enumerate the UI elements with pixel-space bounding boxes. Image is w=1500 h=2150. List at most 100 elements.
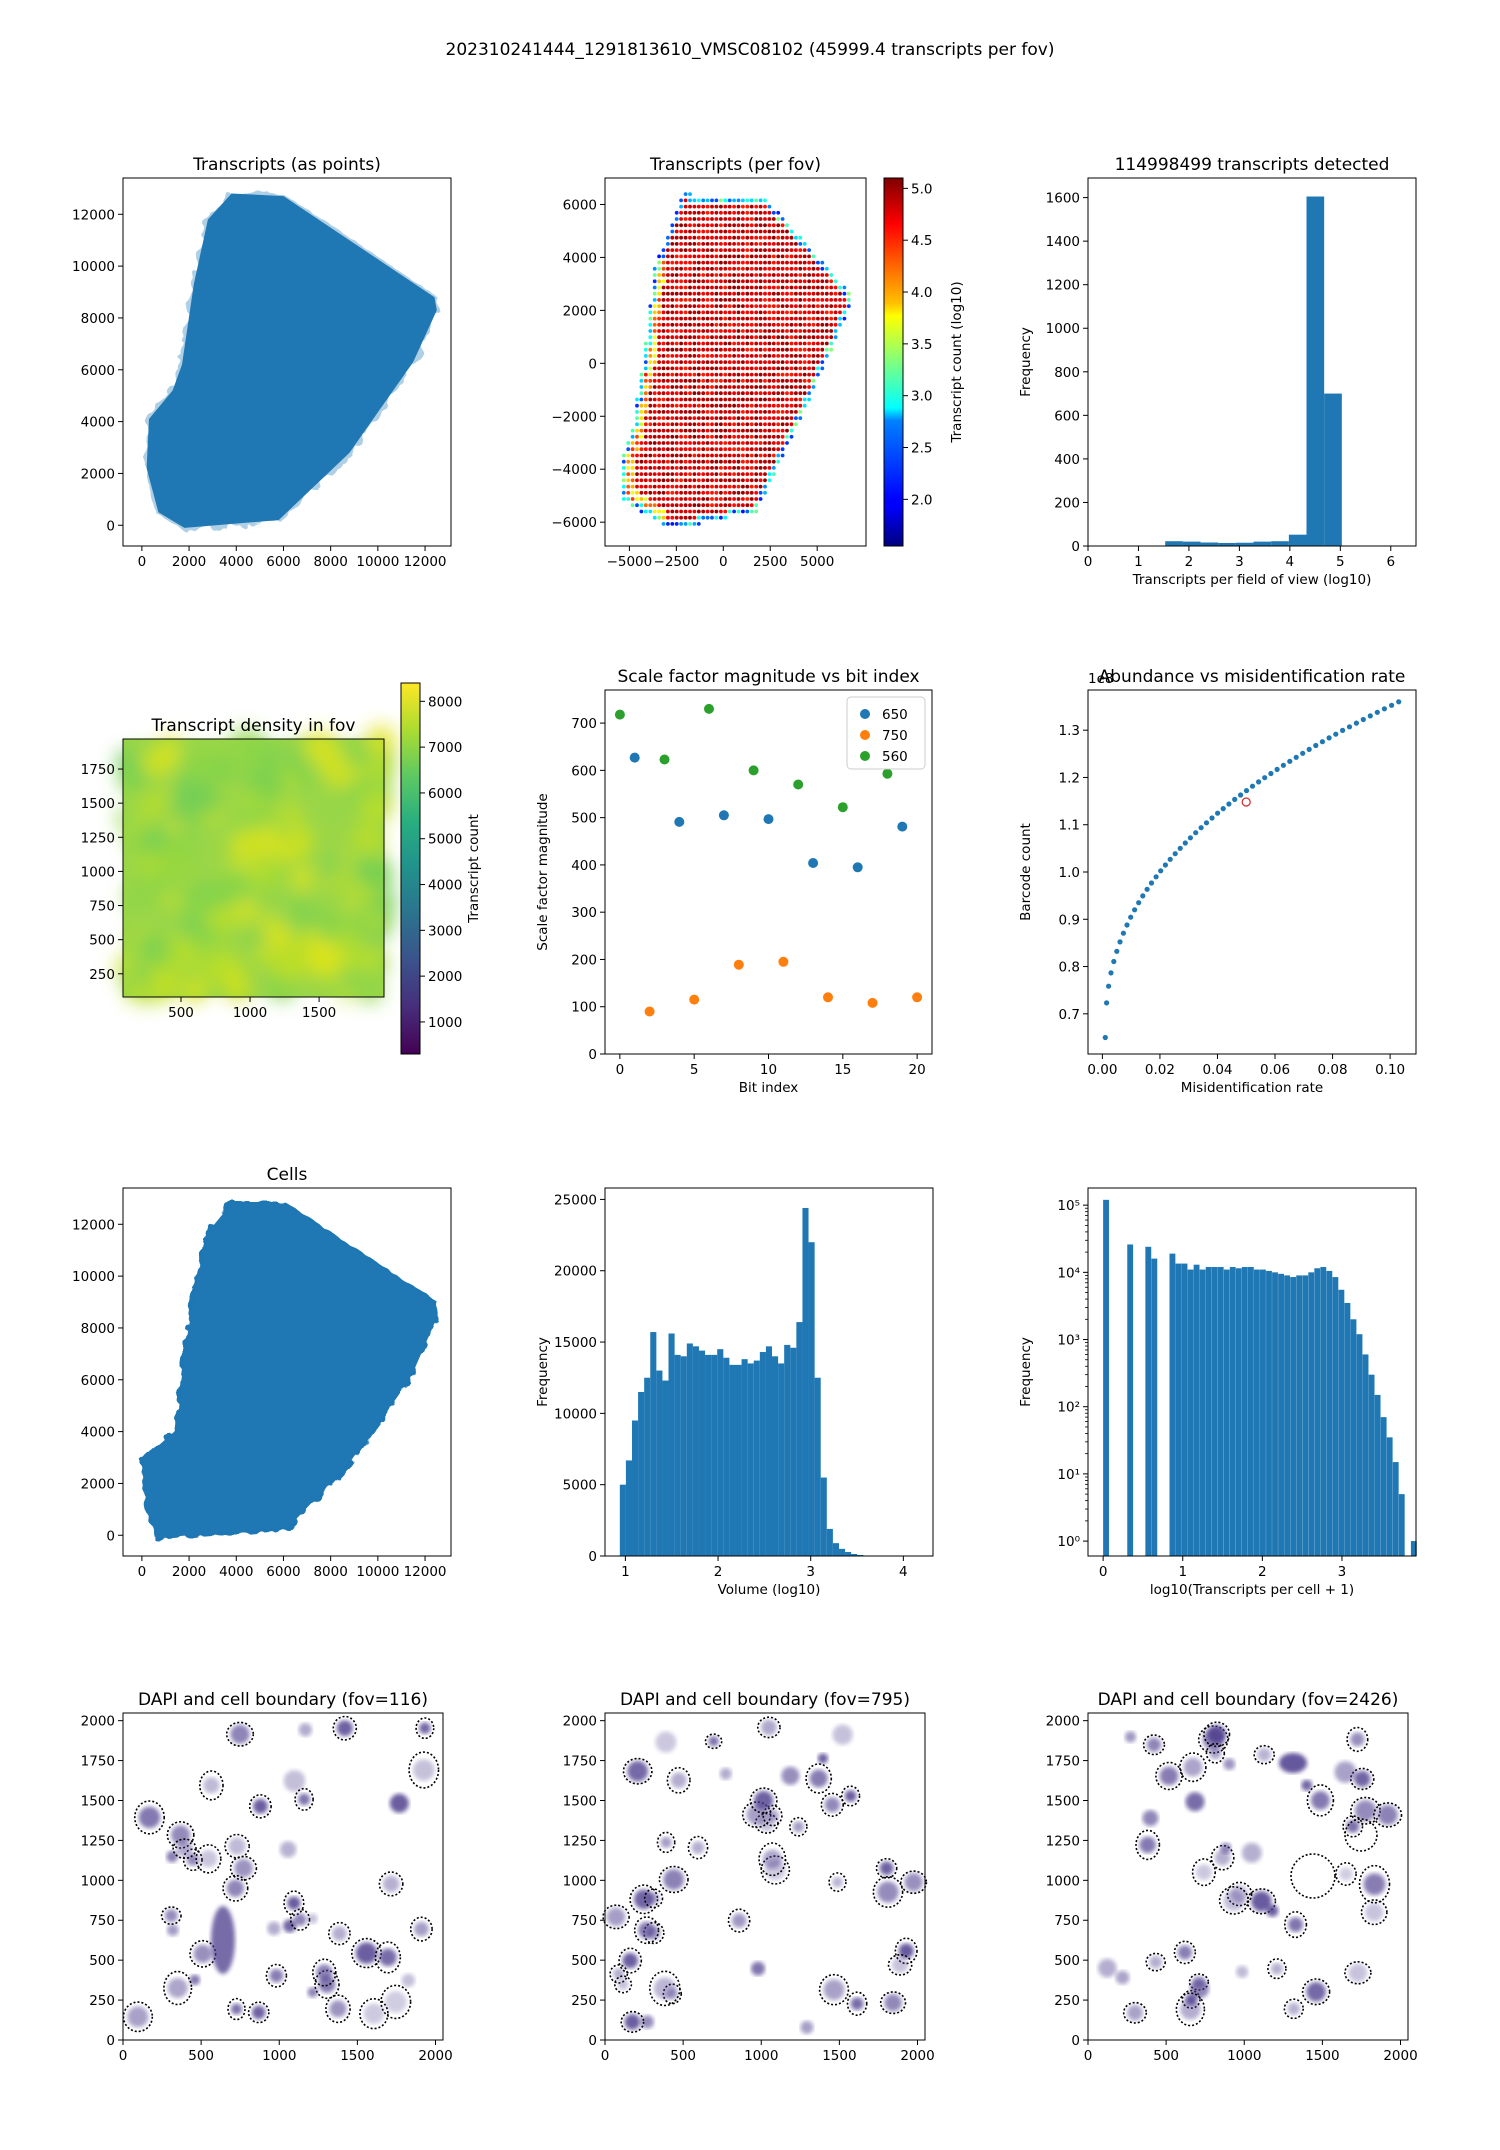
- fov-point: [749, 266, 754, 271]
- fov-point: [736, 509, 741, 514]
- fov-point: [785, 260, 789, 265]
- scatter-point: [1326, 735, 1332, 741]
- fov-point: [652, 391, 657, 396]
- fov-point: [670, 354, 675, 358]
- fov-point: [763, 347, 767, 352]
- fov-point: [723, 459, 728, 464]
- fov-point: [719, 428, 723, 433]
- y-tick-label: 1000: [1046, 1873, 1080, 1889]
- fov-point: [692, 335, 697, 340]
- fov-point: [666, 522, 670, 526]
- histogram-bar: [686, 1343, 693, 1556]
- fov-point: [670, 322, 675, 327]
- fov-point: [692, 316, 697, 321]
- fov-point: [798, 279, 803, 284]
- fov-point: [674, 310, 679, 315]
- fov-point: [732, 254, 736, 259]
- fov-point: [767, 410, 772, 414]
- fov-point: [754, 279, 759, 284]
- fov-point: [635, 478, 639, 483]
- fov-point: [723, 248, 728, 253]
- cell-boundary: [618, 1947, 643, 1974]
- cell-boundary: [311, 1958, 337, 1987]
- fov-point: [741, 403, 745, 408]
- fov-point: [674, 515, 679, 520]
- scatter-point-560: [748, 765, 759, 776]
- fov-point: [710, 266, 714, 271]
- fov-point: [727, 360, 732, 364]
- y-tick-label: 700: [571, 716, 597, 732]
- fov-point: [688, 204, 692, 209]
- x-tick-label: 0.02: [1145, 1062, 1175, 1078]
- nucleus: [1363, 1873, 1386, 1896]
- histogram-bar: [1288, 534, 1307, 546]
- cell-boundary: [704, 1733, 723, 1750]
- fov-point: [829, 335, 834, 340]
- fov-point: [696, 198, 701, 203]
- nucleus-cluster: [1279, 1753, 1307, 1773]
- y-tick-label: 8000: [81, 1321, 115, 1337]
- fov-point: [701, 341, 706, 346]
- fov-point: [635, 428, 639, 433]
- fov-point: [833, 335, 838, 340]
- fov-point: [745, 260, 750, 265]
- fov-point: [758, 260, 763, 265]
- fov-point: [776, 416, 781, 420]
- fov-point: [727, 316, 732, 321]
- fov-point: [683, 372, 688, 377]
- fov-point: [767, 447, 772, 452]
- nucleus: [389, 1793, 409, 1813]
- fov-point: [692, 260, 697, 265]
- fov-point: [833, 316, 838, 321]
- fov-point: [639, 447, 644, 452]
- fov-point: [767, 310, 772, 315]
- legend-label: 750: [882, 728, 908, 744]
- fov-point: [661, 360, 666, 364]
- fov-point: [666, 403, 670, 408]
- y-tick-label: 1.3: [1059, 723, 1080, 739]
- fov-point: [683, 248, 688, 253]
- fov-point: [798, 397, 803, 402]
- fov-point: [820, 298, 825, 302]
- fov-point: [714, 434, 719, 439]
- fov-point: [785, 397, 789, 402]
- fov-point: [754, 266, 759, 271]
- heatmap-cell: [114, 749, 136, 771]
- fov-point: [666, 490, 670, 495]
- fov-point: [621, 453, 626, 458]
- scatter-point: [1262, 775, 1268, 781]
- x-tick-label: −5000: [607, 554, 653, 570]
- fov-point: [727, 285, 732, 290]
- fov-point: [776, 260, 781, 265]
- fov-point: [674, 459, 679, 464]
- fov-point: [719, 341, 723, 346]
- fov-point: [683, 235, 688, 240]
- fov-point: [727, 378, 732, 383]
- fov-point: [736, 210, 741, 215]
- fov-point: [789, 279, 794, 284]
- fov-point: [754, 298, 759, 302]
- fov-point: [648, 416, 653, 420]
- fov-point: [635, 403, 639, 408]
- fov-point: [657, 509, 661, 514]
- fov-point: [758, 335, 763, 340]
- nucleus: [1306, 1982, 1326, 2002]
- fov-point: [749, 298, 754, 302]
- cell-boundary: [229, 1855, 258, 1881]
- fov-point: [824, 341, 829, 346]
- fov-point: [758, 428, 763, 433]
- fov-point: [807, 335, 811, 340]
- fov-point: [696, 472, 701, 476]
- fov-point: [723, 441, 728, 445]
- fov-point: [754, 391, 759, 396]
- fov-point: [648, 447, 653, 452]
- fov-point: [763, 459, 767, 464]
- fov-point: [811, 329, 816, 333]
- fov-point: [696, 378, 701, 383]
- scatter-point: [1102, 1034, 1108, 1041]
- fov-point: [771, 242, 776, 246]
- fov-point: [771, 229, 776, 234]
- fov-point: [701, 497, 706, 501]
- y-tick-label: 10⁴: [1057, 1265, 1080, 1281]
- fov-point: [736, 204, 741, 209]
